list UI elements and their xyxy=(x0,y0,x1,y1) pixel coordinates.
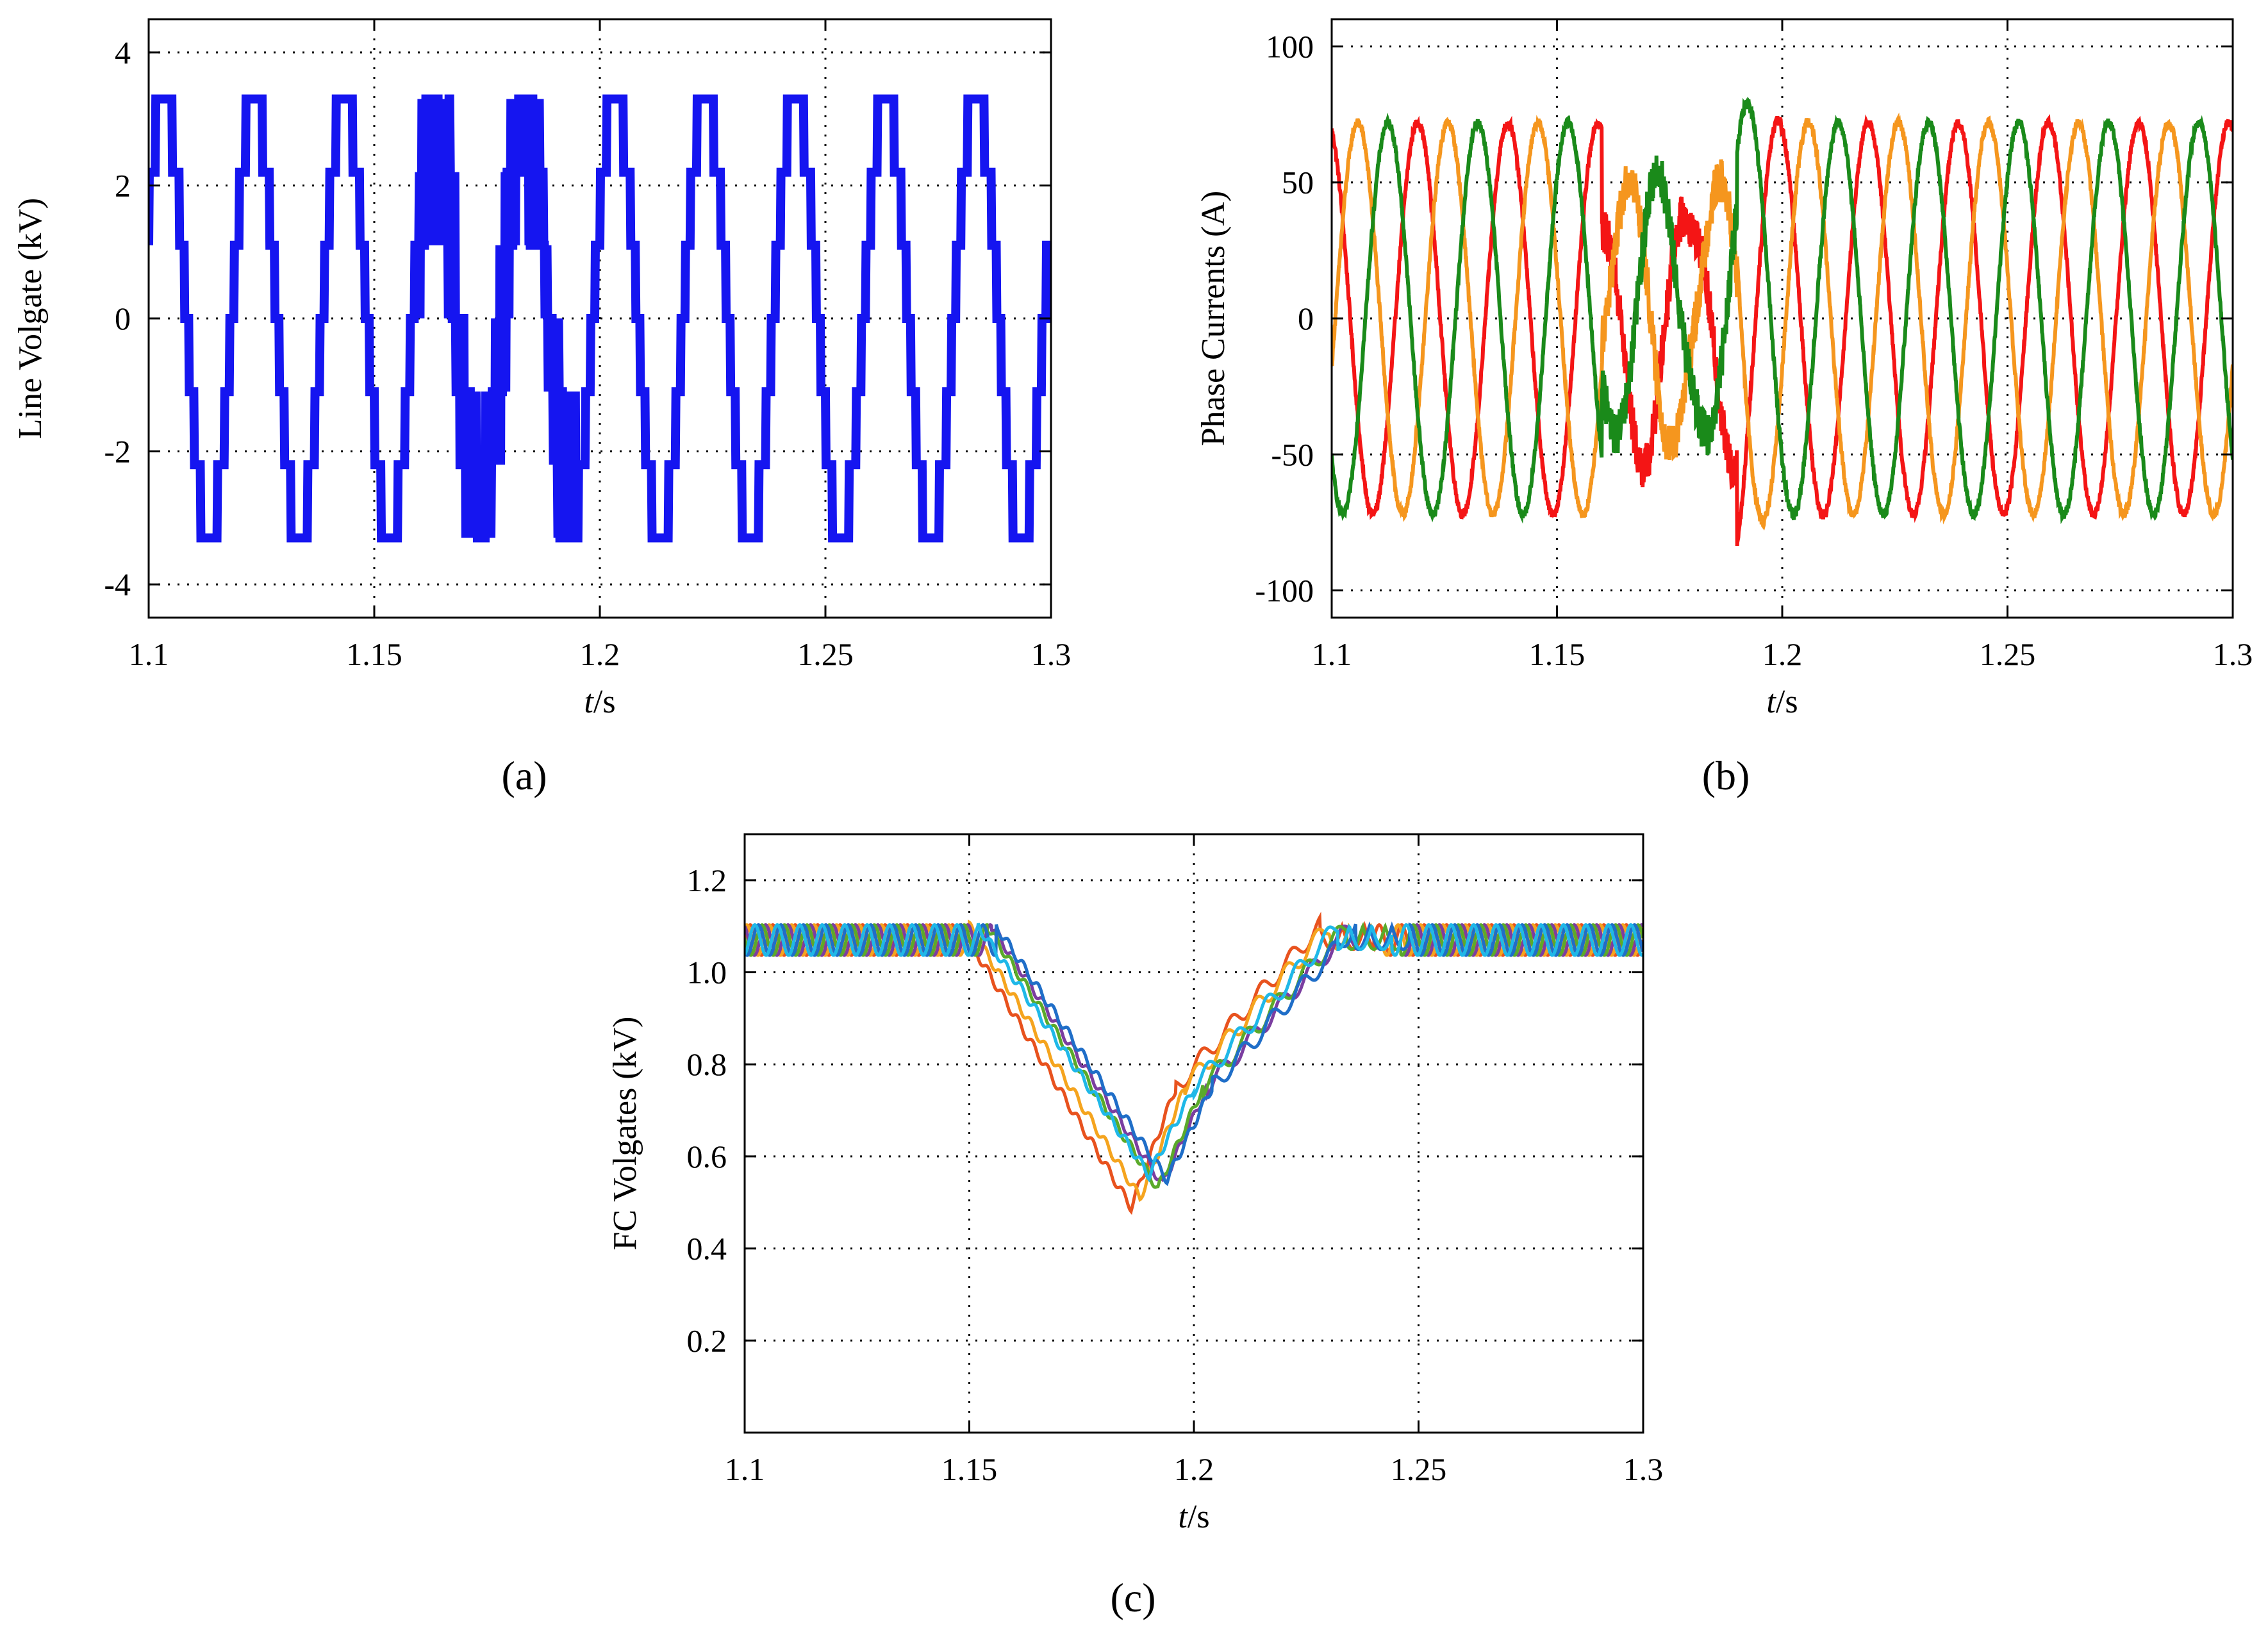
y-tick-label: 0.8 xyxy=(687,1046,727,1082)
x-tick-label: 1.15 xyxy=(1529,636,1585,672)
series-line-fc3 xyxy=(745,923,1643,1183)
y-tick-label: 0 xyxy=(1298,300,1314,336)
x-tick-label: 1.1 xyxy=(129,636,169,672)
y-tick-label: 0.2 xyxy=(687,1322,727,1358)
series-line-line-voltage xyxy=(149,94,1051,543)
x-axis-label: t/s xyxy=(584,684,615,720)
series-group-c xyxy=(745,911,1643,1215)
y-tick-label: 1.0 xyxy=(687,955,727,991)
panel-label: (b) xyxy=(1702,753,1750,798)
y-axis-label: Line Volgate (kV) xyxy=(12,198,49,439)
panel-label: (a) xyxy=(501,753,547,798)
series-line-phase-c xyxy=(1332,96,2233,525)
x-tick-label: 1.2 xyxy=(580,636,620,672)
y-tick-label: -2 xyxy=(104,434,131,470)
x-axis-label: t/s xyxy=(1178,1499,1209,1535)
x-tick-label: 1.15 xyxy=(346,636,402,672)
x-axis-label: t/s xyxy=(1766,684,1798,720)
y-tick-label: -4 xyxy=(104,566,131,602)
x-tick-label: 1.3 xyxy=(1031,636,1072,672)
x-tick-label: 1.2 xyxy=(1174,1451,1214,1487)
y-axis-label: FC Volgates (kV) xyxy=(607,1017,643,1251)
y-tick-label: 50 xyxy=(1282,165,1314,201)
panel-b: 1.1 1.15 1.2 1.25 1.3 100 50 0 -50 -100 t/s Phase C… xyxy=(1195,18,2253,798)
y-tick-label: 100 xyxy=(1266,28,1314,64)
panel-a: 1.1 1.15 1.2 1.25 1.3 4 2 0 -2 -4 t/s Line Volgate … xyxy=(12,18,1072,798)
series-group-a xyxy=(149,94,1051,543)
y-tick-label: 0.4 xyxy=(687,1231,727,1267)
y-axis-label: Phase Currents (A) xyxy=(1195,191,1232,447)
grid-c xyxy=(745,834,1643,1433)
x-tick-label: 1.25 xyxy=(1980,636,2036,672)
grid-b xyxy=(1332,19,2233,618)
y-tick-label: -100 xyxy=(1255,573,1314,609)
x-tick-label: 1.25 xyxy=(797,636,854,672)
y-tick-label: -50 xyxy=(1271,436,1314,472)
x-tick-label: 1.15 xyxy=(941,1451,998,1487)
y-tick-label: 4 xyxy=(115,35,131,70)
x-tick-label: 1.3 xyxy=(2213,636,2253,672)
x-tick-label: 1.2 xyxy=(1762,636,1803,672)
x-tick-label: 1.1 xyxy=(725,1451,765,1487)
series-line-fc2 xyxy=(745,919,1643,1203)
x-tick-label: 1.3 xyxy=(1623,1451,1664,1487)
panel-c: 1.1 1.15 1.2 1.25 1.3 1.2 1.0 0.8 0.6 0.4 0.2 t/s FC… xyxy=(607,833,1664,1620)
y-tick-label: 2 xyxy=(115,167,131,203)
y-tick-label: 1.2 xyxy=(687,862,727,898)
series-group-b xyxy=(1332,96,2233,547)
grid-a xyxy=(149,19,1051,618)
series-line-phase-a xyxy=(1332,114,2233,547)
series-line-fc6 xyxy=(745,923,1643,1183)
panel-label: (c) xyxy=(1110,1575,1155,1620)
x-tick-label: 1.25 xyxy=(1391,1451,1447,1487)
series-line-phase-b xyxy=(1332,112,2233,531)
x-tick-label: 1.1 xyxy=(1312,636,1352,672)
y-tick-label: 0 xyxy=(115,300,131,336)
y-tick-label: 0.6 xyxy=(687,1139,727,1174)
series-line-fc5 xyxy=(745,921,1643,1187)
